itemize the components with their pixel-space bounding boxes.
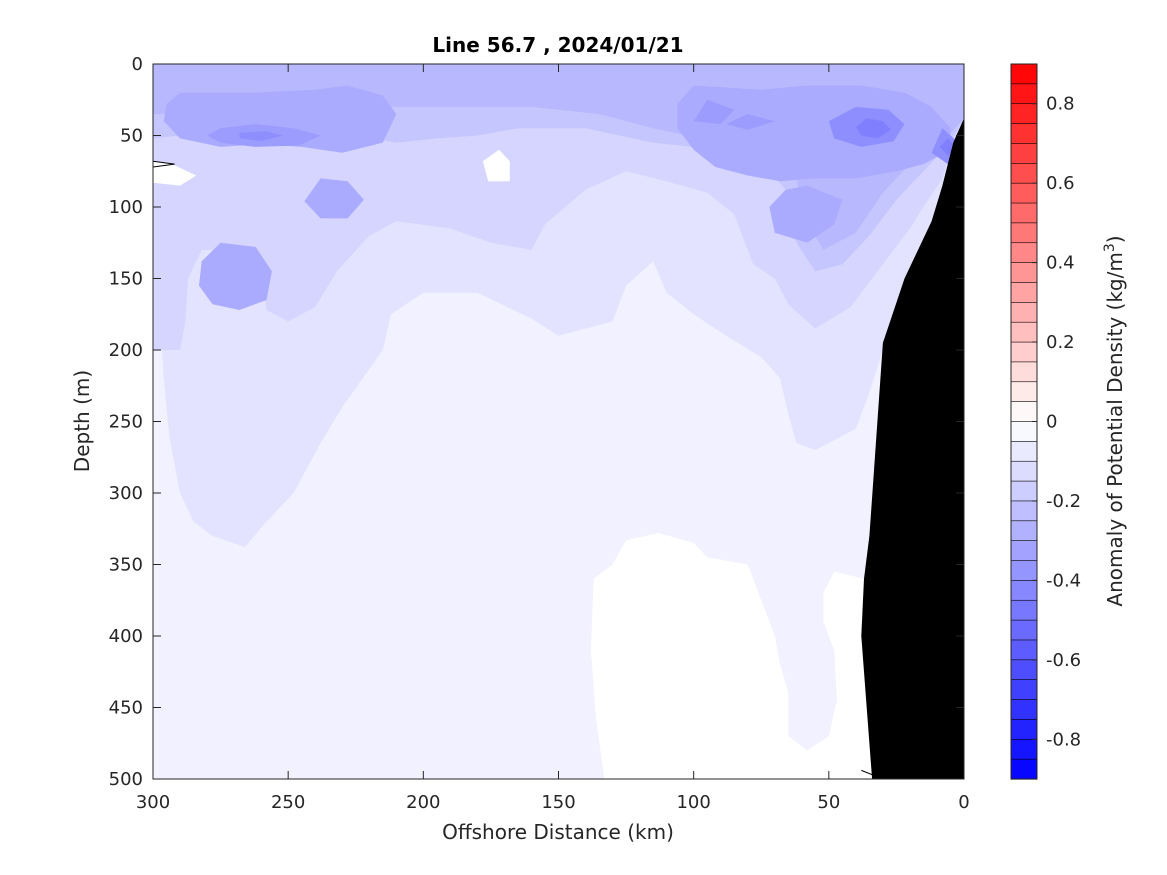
contour-region-11 [693,99,735,125]
colorbar-segment [1010,63,1038,85]
colorbar-segment [1010,182,1038,204]
colorbar-segment [1010,282,1038,303]
contour-region-9 [769,185,843,243]
y-tick-label: 0 [132,54,143,75]
colorbar-segment [1010,639,1038,661]
contour-region-15 [239,131,283,142]
x-tick-label: 100 [676,792,710,813]
colorbar-segment [1010,421,1038,442]
colorbar-tick-label: 0 [1046,412,1057,433]
colorbar-segment [1010,460,1038,482]
colorbar-tick-label: -0.6 [1046,650,1081,671]
colorbar-segment [1010,619,1038,641]
x-tick-label: 300 [136,792,170,813]
colorbar-segment [1010,262,1038,284]
x-tick-label: 200 [406,792,440,813]
x-tick-label: 250 [271,792,305,813]
y-axis-label: Depth (m) [70,370,94,472]
y-tick-label: 350 [109,555,143,576]
y-tick-label: 250 [109,412,143,433]
x-axis-label: Offshore Distance (km) [442,820,674,844]
colorbar-tick-label: -0.8 [1046,729,1081,750]
colorbar-segment [1010,758,1038,780]
colorbar-label-suffix: ) [1103,235,1127,243]
colorbar-segment [1010,202,1038,224]
colorbar-segment [1010,520,1038,542]
colorbar-segment [1010,341,1038,363]
colorbar-label-main: Anomaly of Potential Density (kg/m [1103,252,1127,606]
colorbar-segment [1010,401,1038,423]
y-tick-label: 300 [109,483,143,504]
colorbar-tick-label: 0.6 [1046,173,1075,194]
colorbar-segment [1010,163,1038,184]
colorbar-segment [1010,321,1038,343]
colorbar-segment [1010,699,1038,721]
chart-title: Line 56.7 , 2024/01/21 [432,33,683,57]
colorbar-segment [1010,480,1038,502]
contour-region-12 [726,114,775,130]
y-tick-label: 200 [109,340,143,361]
colorbar-tick-label: 0.2 [1046,332,1075,353]
colorbar-ticks: 0.8 0.6 0.4 0.2 0 -0.2 -0.4 -0.6 -0.8 [1032,94,1081,750]
seafloor-mask [861,118,964,779]
colorbar-segment [1010,738,1038,760]
x-tick-label: 50 [817,792,840,813]
colorbar-segment [1010,222,1038,244]
contour-region-7 [199,242,272,310]
contour-region-6 [677,85,951,182]
contour-region-16 [855,118,891,139]
y-tick-label: 450 [109,698,143,719]
x-tick-label: 0 [958,792,969,813]
y-tick-label: 100 [109,197,143,218]
colorbar-segment [1010,83,1038,105]
y-tick-label: 500 [109,769,143,790]
colorbar-segment [1010,719,1038,740]
colorbar-tick-label: 0.8 [1046,94,1075,115]
seafloor-mask-layer [861,118,964,779]
y-tick-label: 150 [109,269,143,290]
contour-line-0 [153,160,175,168]
colorbar-tick-label: 0.4 [1046,253,1075,274]
colorbar-segment [1010,580,1038,601]
colorbar-segment [1010,123,1038,145]
x-axis: 300 250 200 150 100 50 0 [136,64,970,813]
y-tick-label: 50 [120,126,143,147]
colorbar-segment [1010,143,1038,164]
colorbar-label: Anomaly of Potential Density (kg/m3) [1102,235,1127,606]
colorbar-segment [1010,103,1038,125]
colorbar-segment [1010,381,1038,403]
colorbar-segment [1010,242,1038,264]
colorbar-tick-label: -0.2 [1046,491,1081,512]
colorbar [1010,63,1038,780]
colorbar-tick-label: -0.4 [1046,570,1081,591]
contour-region-17 [939,138,956,156]
contour-region-8 [304,178,364,219]
y-tick-label: 400 [109,626,143,647]
colorbar-segment [1010,500,1038,522]
colorbar-segment [1010,361,1038,383]
colorbar-segment [1010,302,1038,323]
contour-fill-layer [153,64,964,779]
colorbar-label-superscript: 3 [1102,243,1118,252]
colorbar-segment [1010,679,1038,701]
colorbar-segment [1010,560,1038,581]
y-axis: 0 50 100 150 200 250 300 350 400 450 500 [109,54,964,790]
colorbar-segment [1010,441,1038,462]
contour-region-18 [153,161,197,186]
x-tick-label: 150 [541,792,575,813]
colorbar-segment [1010,540,1038,562]
plot-area [153,64,964,779]
contour-region-19 [482,149,510,182]
colorbar-segment [1010,599,1038,621]
colorbar-segment [1010,659,1038,681]
